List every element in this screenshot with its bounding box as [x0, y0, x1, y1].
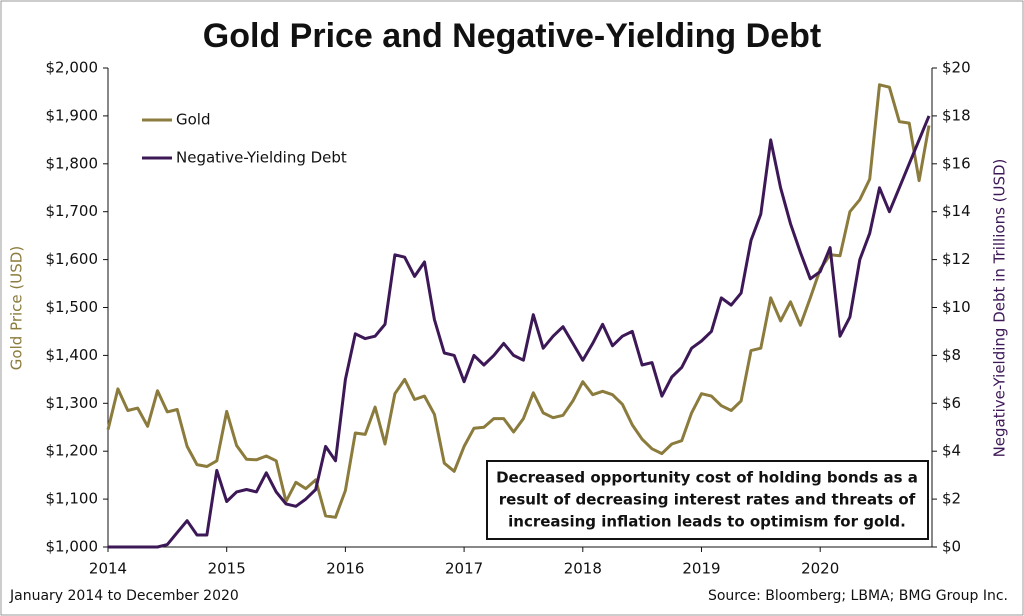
y-tick-label: $1,900	[46, 106, 99, 124]
footnote: January 2014 to December 2020	[9, 588, 239, 604]
annotation-text: Decreased opportunity cost of holding bo…	[496, 469, 918, 487]
y-axis-label: Gold Price (USD)	[8, 246, 26, 370]
series-line	[108, 115, 931, 549]
y2-tick-label: $0	[942, 538, 961, 556]
chart-title: Gold Price and Negative-Yielding Debt	[203, 17, 821, 55]
y2-tick-label: $16	[942, 154, 971, 172]
y-tick-label: $1,200	[46, 442, 99, 460]
series-line	[106, 83, 931, 519]
y-tick-label: $1,100	[46, 490, 99, 508]
y2-tick-label: $6	[942, 394, 961, 412]
y-tick-label: $1,600	[46, 250, 99, 268]
y2-tick-label: $2	[942, 490, 961, 508]
x-tick-label: 2016	[326, 560, 364, 578]
x-tick-label: 2014	[89, 560, 127, 578]
y-tick-label: $1,700	[46, 202, 99, 220]
x-tick-label: 2017	[445, 560, 483, 578]
legend-label: Negative-Yielding Debt	[176, 149, 347, 167]
x-tick-label: 2015	[208, 560, 246, 578]
legend-label: Gold	[176, 111, 211, 129]
annotation-text: result of decreasing interest rates and …	[499, 491, 916, 509]
y2-tick-label: $12	[942, 250, 971, 268]
source: Source: Bloomberg; LBMA; BMG Group Inc.	[708, 588, 1008, 604]
y2-tick-label: $8	[942, 346, 961, 364]
y2-tick-label: $14	[942, 202, 971, 220]
y-tick-label: $1,000	[46, 538, 99, 556]
y2-axis-label: Negative-Yielding Debt in Trillions (USD…	[991, 159, 1009, 458]
y2-tick-label: $20	[942, 59, 971, 77]
annotation-text: increasing inflation leads to optimism f…	[508, 513, 906, 531]
y-tick-label: $1,500	[46, 298, 99, 316]
y-tick-label: $2,000	[46, 59, 99, 77]
annotation-box	[486, 460, 929, 540]
y2-tick-label: $10	[942, 298, 971, 316]
x-tick-label: 2018	[564, 560, 602, 578]
y-tick-label: $1,800	[46, 154, 99, 172]
x-tick-label: 2019	[682, 560, 720, 578]
x-tick-label: 2020	[801, 560, 839, 578]
y-tick-label: $1,300	[46, 394, 99, 412]
y2-tick-label: $18	[942, 106, 971, 124]
y2-tick-label: $4	[942, 442, 961, 460]
y-tick-label: $1,400	[46, 346, 99, 364]
